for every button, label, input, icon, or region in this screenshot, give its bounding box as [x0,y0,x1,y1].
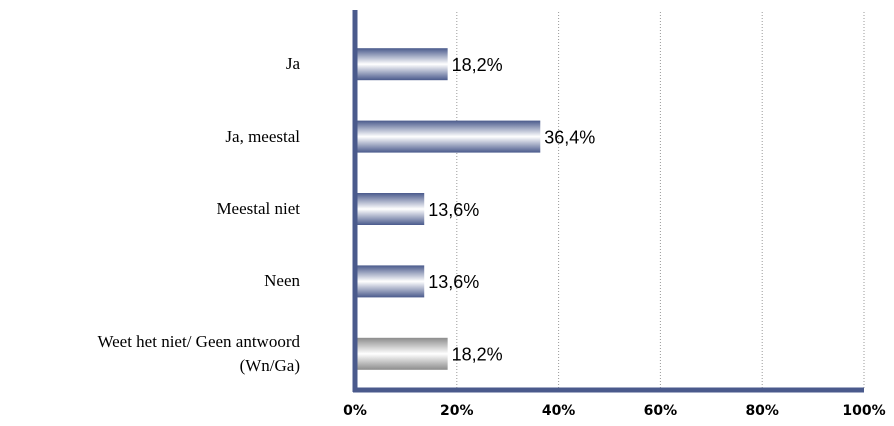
value-label: 36,4% [544,127,595,147]
x-tick-label: 80% [745,403,779,419]
value-label: 18,2% [452,55,503,75]
bar [355,193,425,225]
bar [355,48,448,81]
value-label: 18,2% [452,345,503,365]
bar [355,265,425,298]
value-label: 13,6% [428,272,479,292]
category-label: Meestal niet [216,199,300,218]
bar [355,337,448,370]
x-tick-label: 0% [343,403,367,419]
x-tick-label: 40% [542,403,576,419]
category-label: Ja, meestal [225,126,300,146]
category-label: Weet het niet/ Geen antwoord (Wn/Ga) [97,331,300,375]
x-tick-label: 60% [644,403,678,419]
value-label: 13,6% [428,200,479,220]
category-label: Ja [285,54,300,74]
x-tick-label: 20% [440,403,474,419]
bar [355,120,541,153]
x-tick-label: 100% [842,403,885,419]
category-label: Neen [264,271,300,291]
